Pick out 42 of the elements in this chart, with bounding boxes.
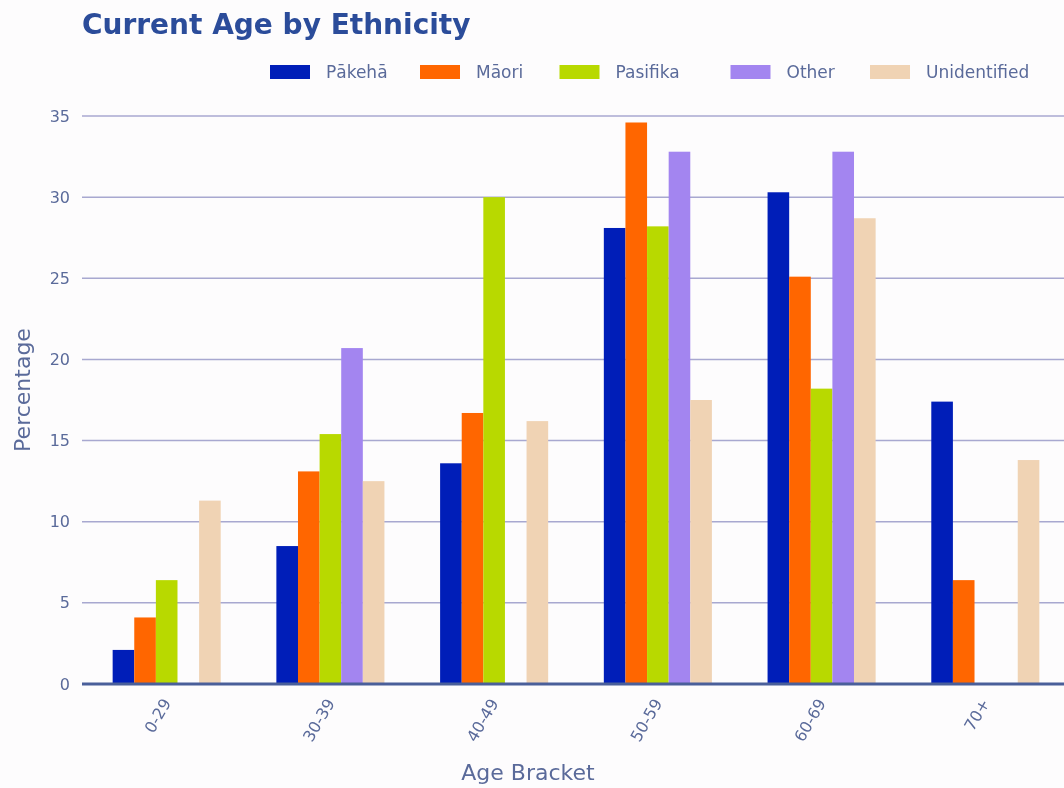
bar	[112, 649, 135, 684]
bar	[603, 227, 626, 684]
bar	[854, 218, 876, 684]
legend-label: Māori	[476, 61, 524, 82]
bar	[789, 276, 811, 684]
legend-label: Unidentified	[926, 61, 1030, 82]
bar	[526, 421, 549, 684]
bar	[341, 348, 363, 684]
y-axis-title: Percentage	[10, 328, 35, 452]
legend-label: Other	[786, 61, 835, 82]
legend-label: Pasifika	[615, 61, 680, 82]
x-axis-title: Age Bracket	[461, 760, 596, 785]
bar	[668, 151, 691, 684]
bar	[690, 400, 712, 684]
bar	[810, 388, 833, 684]
bar	[276, 546, 298, 684]
bar	[199, 500, 221, 684]
y-tick-label: 25	[49, 268, 70, 288]
bar	[952, 580, 975, 684]
y-tick-label: 0	[59, 674, 70, 694]
y-tick-label: 5	[59, 593, 70, 613]
bar	[134, 617, 156, 684]
y-tick-label: 35	[49, 106, 70, 126]
bar	[931, 401, 953, 684]
bar	[155, 580, 178, 684]
bar	[647, 226, 669, 684]
bar	[297, 471, 320, 684]
y-tick-label: 10	[49, 512, 70, 532]
bar	[832, 151, 855, 684]
bar	[767, 192, 790, 684]
chart-title: Current Age by Ethnicity	[82, 8, 471, 41]
bar	[1017, 460, 1040, 684]
legend-label: Pākehā	[326, 61, 388, 82]
bar	[483, 197, 505, 684]
bar	[440, 463, 462, 684]
bar	[319, 434, 342, 684]
bar	[461, 412, 484, 684]
bar	[625, 122, 648, 684]
y-tick-label: 15	[49, 431, 70, 451]
y-tick-label: 30	[49, 187, 70, 207]
bar	[362, 481, 385, 684]
y-tick-label: 20	[49, 350, 70, 370]
